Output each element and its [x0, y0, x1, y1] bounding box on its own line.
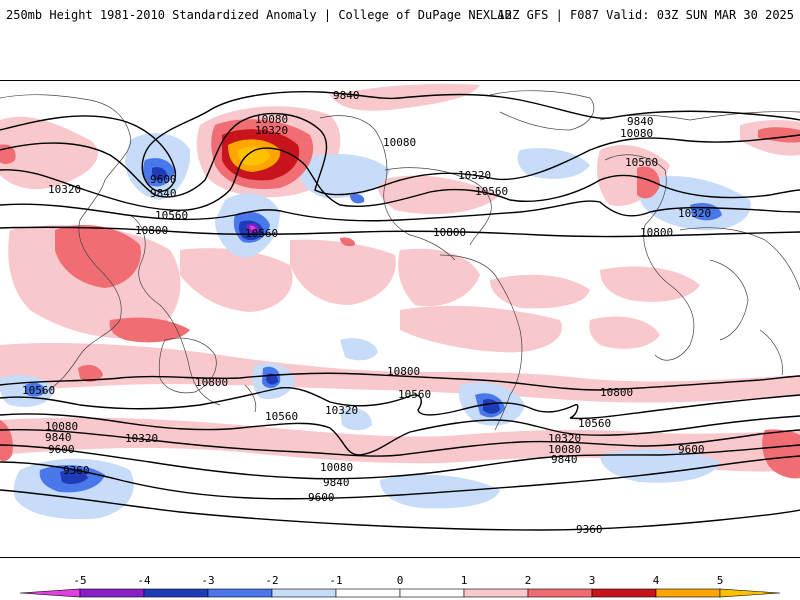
contour-label: 9840	[45, 431, 72, 444]
contour-label: 10560	[398, 388, 431, 401]
contour-label: 10080	[548, 443, 581, 456]
contour-label: 10800	[600, 386, 633, 399]
colorbar-tick-label: 1	[461, 574, 468, 587]
colorbar-tick-label: -5	[73, 574, 86, 587]
colorbar-low-arrow	[19, 588, 81, 598]
map-title: 250mb Height 1981-2010 Standardized Anom…	[6, 8, 512, 22]
colorbar-segment	[527, 588, 593, 598]
contour-label: 10800	[195, 376, 228, 389]
colorbar-tick-label: 3	[589, 574, 596, 587]
contour-label: 10080	[45, 420, 78, 433]
colorbar-tick-label: -2	[265, 574, 278, 587]
contour-label: 9840	[551, 453, 578, 466]
colorbar-segment	[463, 588, 529, 598]
colorbar-tick-label: 0	[397, 574, 404, 587]
contour-label: 10320	[678, 207, 711, 220]
contour-label: 10320	[125, 432, 158, 445]
colorbar-tick-label: -1	[329, 574, 342, 587]
contour-label: 10560	[22, 384, 55, 397]
colorbar-tick-label: -3	[201, 574, 214, 587]
contour-label: 9840	[150, 187, 177, 200]
contour-labels: 9840 10080 10320 9600 9840 10320 10560 1…	[22, 89, 711, 536]
colorbar-segment	[655, 588, 721, 598]
contour-label: 10560	[475, 185, 508, 198]
coastlines	[0, 90, 800, 431]
contour-label: 9360	[63, 464, 90, 477]
colorbar-tick-label: 2	[525, 574, 532, 587]
contour-label: 9840	[323, 476, 350, 489]
colorbar-high-arrow	[719, 588, 781, 598]
contour-label: 10320	[458, 169, 491, 182]
contour-label: 10320	[548, 432, 581, 445]
anomaly-map: 9840 10080 10320 9600 9840 10320 10560 1…	[0, 83, 800, 536]
colorbar-segment	[143, 588, 209, 598]
colorbar: -5 -4 -3 -2 -1 0 1 2 3 4 5	[19, 574, 781, 598]
contour-label: 10080	[383, 136, 416, 149]
contour-label: 10800	[135, 224, 168, 237]
contour-label: 10800	[387, 365, 420, 378]
contour-label: 10800	[640, 226, 673, 239]
colorbar-segments	[19, 588, 781, 598]
colorbar-segment	[399, 588, 465, 598]
run-info: 12Z GFS | F087 Valid: 03Z SUN MAR 30 202…	[497, 8, 794, 22]
contour-label: 10800	[433, 226, 466, 239]
contour-label: 9600	[150, 173, 177, 186]
contour-label: 9360	[576, 523, 603, 536]
colorbar-ticks: -5 -4 -3 -2 -1 0 1 2 3 4 5	[73, 574, 723, 587]
contour-label: 10560	[245, 227, 278, 240]
colorbar-segment	[271, 588, 337, 598]
strong-negative-anomaly	[25, 158, 722, 493]
colorbar-segment	[591, 588, 657, 598]
colorbar-segment	[207, 588, 273, 598]
contour-label: 10080	[320, 461, 353, 474]
map-frame	[0, 80, 800, 558]
colorbar-segment	[79, 588, 145, 598]
contour-label: 10560	[578, 417, 611, 430]
contour-label: 10560	[625, 156, 658, 169]
contour-label: 9840	[627, 115, 654, 128]
height-contours	[0, 90, 800, 531]
colorbar-tick-label: -4	[137, 574, 151, 587]
contour-label: 10320	[325, 404, 358, 417]
contour-label: 9840	[333, 89, 360, 102]
contour-label: 9600	[308, 491, 335, 504]
colorbar-tick-label: 4	[653, 574, 660, 587]
contour-label: 10320	[255, 124, 288, 137]
colorbar-tick-label: 5	[717, 574, 724, 587]
contour-label: 10560	[265, 410, 298, 423]
contour-label: 9600	[48, 443, 75, 456]
colorbar-segment	[335, 588, 401, 598]
contour-label: 10320	[48, 183, 81, 196]
contour-label: 9600	[678, 443, 705, 456]
header: 250mb Height 1981-2010 Standardized Anom…	[0, 0, 800, 40]
contour-label: 10080	[255, 113, 288, 126]
contour-label: 10080	[620, 127, 653, 140]
contour-label: 10560	[155, 209, 188, 222]
